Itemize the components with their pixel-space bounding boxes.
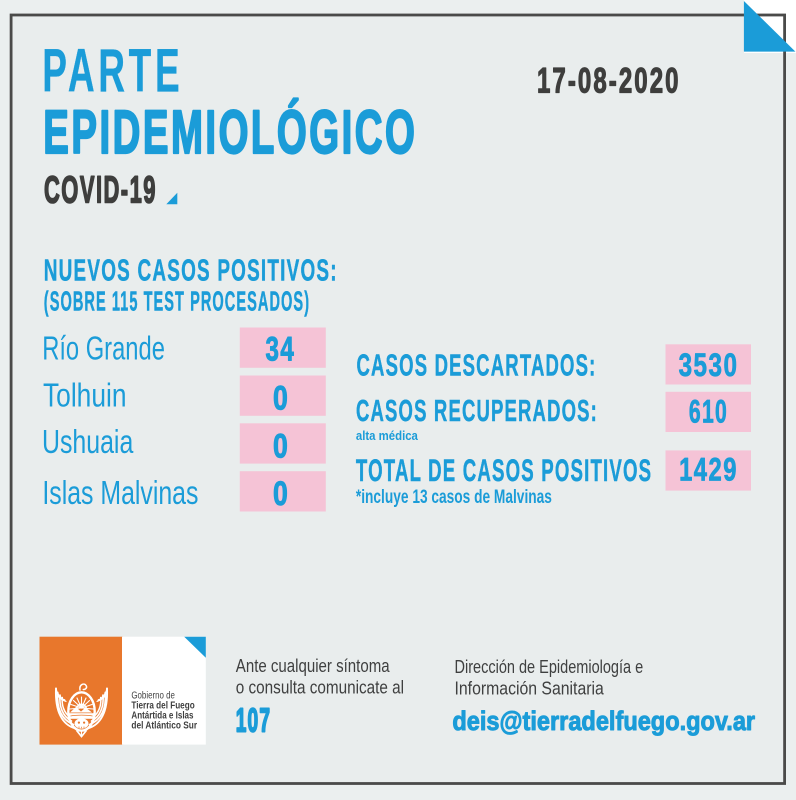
svg-text:610: 610	[689, 394, 728, 430]
svg-text:Tierra del Fuego: Tierra del Fuego	[131, 701, 194, 712]
svg-text:Información Sanitaria: Información Sanitaria	[455, 679, 605, 699]
svg-text:1429: 1429	[679, 451, 738, 487]
svg-text:EPIDEMIOLÓGICO: EPIDEMIOLÓGICO	[43, 98, 417, 167]
svg-text:0: 0	[273, 427, 288, 465]
svg-text:107: 107	[236, 703, 271, 740]
svg-text:0: 0	[273, 475, 288, 513]
svg-text:3530: 3530	[679, 347, 739, 383]
svg-text:PARTE: PARTE	[42, 36, 183, 104]
svg-text:*incluye 13 casos de Malvinas: *incluye 13 casos de Malvinas	[356, 486, 552, 508]
svg-text:34: 34	[266, 330, 296, 368]
svg-text:Tolhuin: Tolhuin	[43, 376, 127, 413]
svg-text:COVID-19: COVID-19	[44, 169, 157, 211]
svg-text:alta médica: alta médica	[356, 428, 419, 443]
svg-text:(SOBRE 115 TEST PROCESADOS): (SOBRE 115 TEST PROCESADOS)	[44, 286, 310, 317]
svg-text:Islas Malvinas: Islas Malvinas	[42, 474, 198, 511]
svg-text:CASOS DESCARTADOS:: CASOS DESCARTADOS:	[357, 347, 597, 382]
svg-text:17-08-2020: 17-08-2020	[537, 61, 681, 100]
svg-text:deis@tierradelfuego.gov.ar: deis@tierradelfuego.gov.ar	[452, 705, 755, 736]
svg-text:Río Grande: Río Grande	[42, 329, 165, 366]
svg-text:NUEVOS CASOS POSITIVOS:: NUEVOS CASOS POSITIVOS:	[44, 253, 338, 288]
svg-text:Ushuaia: Ushuaia	[42, 423, 134, 460]
svg-text:0: 0	[273, 380, 288, 418]
svg-text:Gobierno de: Gobierno de	[131, 691, 175, 702]
svg-text:TOTAL DE CASOS POSITIVOS: TOTAL DE CASOS POSITIVOS	[356, 452, 652, 488]
svg-text:Dirección de Epidemiología e: Dirección de Epidemiología e	[455, 657, 644, 677]
svg-text:CASOS RECUPERADOS:: CASOS RECUPERADOS:	[356, 393, 598, 428]
svg-text:o consulta comunicate al: o consulta comunicate al	[236, 678, 404, 698]
svg-text:Ante cualquier síntoma: Ante cualquier síntoma	[236, 656, 391, 676]
svg-text:del Atlántico Sur: del Atlántico Sur	[131, 721, 197, 732]
svg-text:Antártida e Islas: Antártida e Islas	[131, 711, 194, 722]
